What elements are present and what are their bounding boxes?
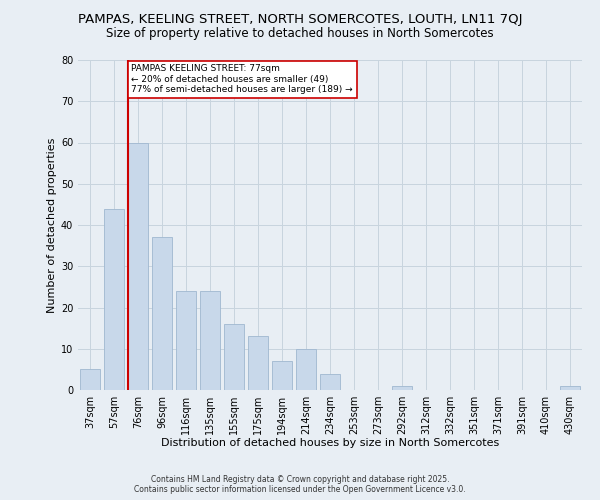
Text: PAMPAS KEELING STREET: 77sqm
← 20% of detached houses are smaller (49)
77% of se: PAMPAS KEELING STREET: 77sqm ← 20% of de… bbox=[131, 64, 353, 94]
Bar bbox=[224, 324, 244, 390]
Bar bbox=[272, 361, 292, 390]
Bar bbox=[320, 374, 340, 390]
Bar bbox=[560, 386, 580, 390]
Bar bbox=[128, 142, 148, 390]
Bar bbox=[176, 291, 196, 390]
Bar bbox=[392, 386, 412, 390]
Bar bbox=[296, 349, 316, 390]
Bar bbox=[248, 336, 268, 390]
Bar bbox=[80, 370, 100, 390]
Bar bbox=[152, 238, 172, 390]
Bar bbox=[200, 291, 220, 390]
Bar bbox=[104, 208, 124, 390]
Text: PAMPAS, KEELING STREET, NORTH SOMERCOTES, LOUTH, LN11 7QJ: PAMPAS, KEELING STREET, NORTH SOMERCOTES… bbox=[78, 12, 522, 26]
Y-axis label: Number of detached properties: Number of detached properties bbox=[47, 138, 56, 312]
X-axis label: Distribution of detached houses by size in North Somercotes: Distribution of detached houses by size … bbox=[161, 438, 499, 448]
Text: Size of property relative to detached houses in North Somercotes: Size of property relative to detached ho… bbox=[106, 28, 494, 40]
Text: Contains HM Land Registry data © Crown copyright and database right 2025.
Contai: Contains HM Land Registry data © Crown c… bbox=[134, 474, 466, 494]
